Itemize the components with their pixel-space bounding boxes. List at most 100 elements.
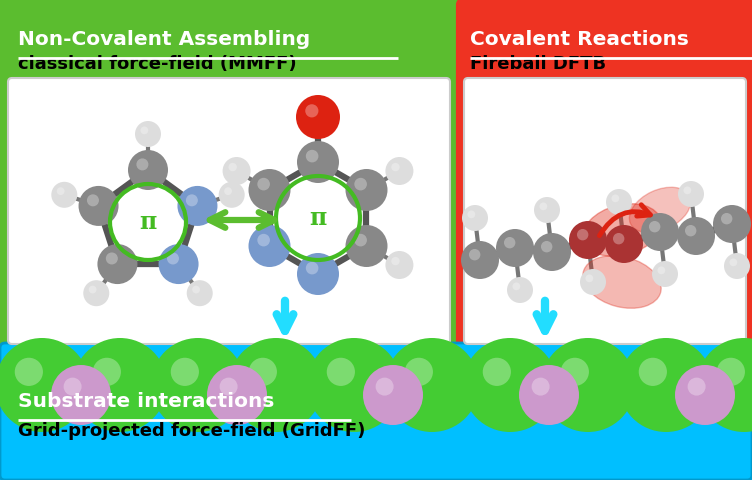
- Circle shape: [307, 338, 401, 432]
- Circle shape: [386, 157, 414, 185]
- Circle shape: [159, 244, 199, 284]
- Circle shape: [345, 225, 387, 267]
- Text: Covalent Reactions: Covalent Reactions: [470, 30, 689, 49]
- Circle shape: [561, 358, 589, 386]
- Circle shape: [248, 169, 290, 211]
- Circle shape: [249, 358, 277, 386]
- Circle shape: [391, 163, 399, 171]
- Ellipse shape: [583, 204, 661, 256]
- Circle shape: [541, 241, 553, 252]
- Text: π: π: [309, 206, 326, 230]
- Circle shape: [577, 229, 588, 240]
- Circle shape: [375, 378, 393, 396]
- Circle shape: [92, 358, 121, 386]
- Circle shape: [687, 378, 705, 396]
- Text: Substrate interactions: Substrate interactions: [18, 392, 274, 411]
- Circle shape: [296, 95, 340, 139]
- Circle shape: [305, 104, 318, 118]
- Text: π: π: [139, 210, 156, 234]
- Circle shape: [619, 338, 713, 432]
- Circle shape: [64, 378, 82, 396]
- Circle shape: [729, 258, 737, 266]
- Circle shape: [219, 182, 244, 208]
- Circle shape: [345, 169, 387, 211]
- Text: Fireball DFTB: Fireball DFTB: [470, 55, 606, 73]
- Circle shape: [611, 194, 619, 202]
- Circle shape: [606, 189, 632, 215]
- Circle shape: [697, 338, 752, 432]
- FancyBboxPatch shape: [458, 0, 752, 345]
- Circle shape: [713, 205, 751, 243]
- Circle shape: [78, 186, 119, 226]
- Circle shape: [171, 358, 199, 386]
- Circle shape: [89, 286, 96, 293]
- Circle shape: [224, 187, 232, 195]
- Circle shape: [297, 253, 339, 295]
- Circle shape: [462, 205, 488, 231]
- Circle shape: [73, 338, 167, 432]
- Circle shape: [167, 252, 179, 264]
- Circle shape: [507, 277, 533, 303]
- Circle shape: [405, 358, 433, 386]
- Circle shape: [649, 221, 660, 232]
- Circle shape: [220, 378, 238, 396]
- Circle shape: [15, 358, 43, 386]
- Circle shape: [363, 365, 423, 425]
- Circle shape: [98, 244, 138, 284]
- Circle shape: [586, 275, 593, 282]
- Circle shape: [257, 234, 270, 246]
- Circle shape: [193, 286, 200, 293]
- Circle shape: [177, 186, 217, 226]
- Circle shape: [519, 365, 579, 425]
- Circle shape: [641, 213, 679, 251]
- Circle shape: [306, 150, 318, 162]
- FancyBboxPatch shape: [0, 343, 752, 480]
- Text: classical force-field (MMFF): classical force-field (MMFF): [18, 55, 296, 73]
- Circle shape: [534, 197, 560, 223]
- Circle shape: [135, 121, 161, 147]
- Circle shape: [657, 266, 666, 274]
- Circle shape: [151, 338, 245, 432]
- Circle shape: [580, 269, 606, 295]
- Circle shape: [0, 338, 89, 432]
- Circle shape: [613, 233, 624, 244]
- Circle shape: [463, 338, 557, 432]
- Circle shape: [684, 186, 691, 194]
- FancyBboxPatch shape: [0, 0, 458, 345]
- Circle shape: [223, 157, 250, 185]
- Circle shape: [539, 203, 547, 210]
- Circle shape: [469, 249, 481, 260]
- Circle shape: [724, 253, 750, 279]
- Circle shape: [677, 217, 715, 255]
- Ellipse shape: [629, 187, 690, 233]
- Circle shape: [229, 163, 237, 171]
- Circle shape: [652, 261, 678, 287]
- Circle shape: [386, 251, 414, 279]
- Circle shape: [297, 141, 339, 183]
- Circle shape: [721, 213, 732, 224]
- Circle shape: [512, 282, 520, 290]
- Circle shape: [391, 257, 399, 265]
- Circle shape: [675, 365, 735, 425]
- Circle shape: [248, 225, 290, 267]
- Circle shape: [533, 233, 571, 271]
- Circle shape: [685, 225, 696, 236]
- Circle shape: [354, 178, 367, 191]
- Circle shape: [257, 178, 270, 191]
- Circle shape: [638, 358, 667, 386]
- Circle shape: [207, 365, 267, 425]
- Circle shape: [385, 338, 479, 432]
- Circle shape: [229, 338, 323, 432]
- Circle shape: [186, 280, 213, 306]
- Circle shape: [678, 181, 704, 207]
- Circle shape: [541, 338, 635, 432]
- Circle shape: [468, 210, 475, 218]
- Circle shape: [569, 221, 607, 259]
- FancyBboxPatch shape: [464, 78, 746, 344]
- Circle shape: [306, 262, 318, 275]
- Circle shape: [56, 187, 65, 195]
- Circle shape: [483, 358, 511, 386]
- Circle shape: [51, 365, 111, 425]
- Circle shape: [496, 229, 534, 267]
- Text: Grid-projected force-field (GridFF): Grid-projected force-field (GridFF): [18, 422, 365, 440]
